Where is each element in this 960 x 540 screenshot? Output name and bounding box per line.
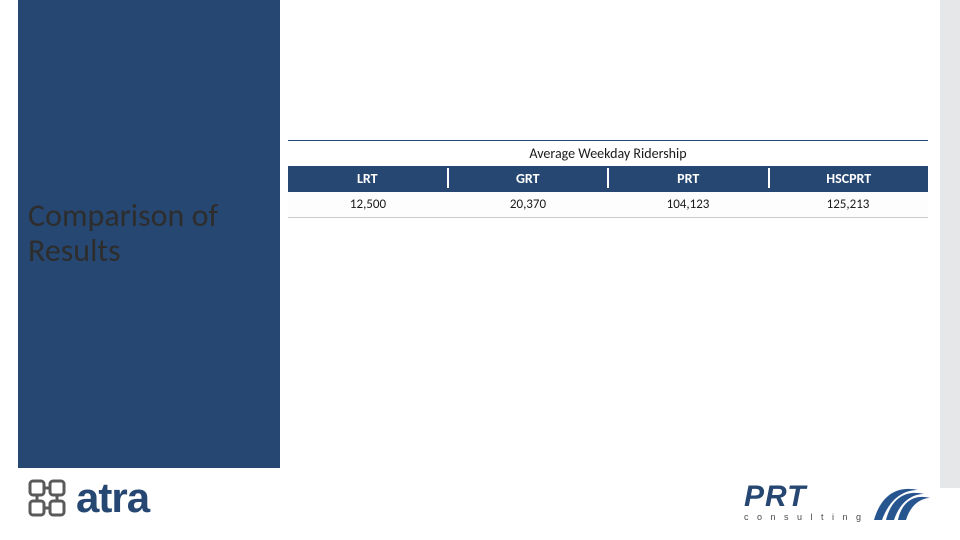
prt-logo-sub: c o n s u l t i n g xyxy=(744,512,864,522)
atra-logo-text: atra xyxy=(76,474,149,522)
prt-logo-text-block: PRT c o n s u l t i n g xyxy=(744,483,864,522)
table-cell: 125,213 xyxy=(768,192,928,218)
table-super-header: Average Weekday Ridership xyxy=(288,140,928,166)
slide: Comparison of Results Average Weekday Ri… xyxy=(0,0,960,540)
page-title: Comparison of Results xyxy=(28,198,278,268)
table-cell: 104,123 xyxy=(608,192,768,218)
prt-swoosh-icon xyxy=(872,482,930,522)
right-gutter xyxy=(940,0,960,488)
col-header: LRT xyxy=(288,166,447,190)
col-header: PRT xyxy=(609,166,768,190)
table-super-header-row: Average Weekday Ridership xyxy=(288,140,928,166)
col-header: HSCPRT xyxy=(770,166,929,190)
atra-logo: atra xyxy=(24,474,149,522)
table-row: 12,500 20,370 104,123 125,213 xyxy=(288,192,928,218)
comparison-table: Average Weekday Ridership LRT GRT PRT HS… xyxy=(288,140,928,218)
atra-mark-icon xyxy=(24,475,70,521)
table-cell: 12,500 xyxy=(288,192,448,218)
col-header: GRT xyxy=(449,166,608,190)
table-cell: 20,370 xyxy=(448,192,608,218)
prt-logo-big: PRT xyxy=(744,483,806,510)
prt-logo: PRT c o n s u l t i n g xyxy=(744,482,930,522)
table-header-row: LRT GRT PRT HSCPRT xyxy=(288,166,928,192)
